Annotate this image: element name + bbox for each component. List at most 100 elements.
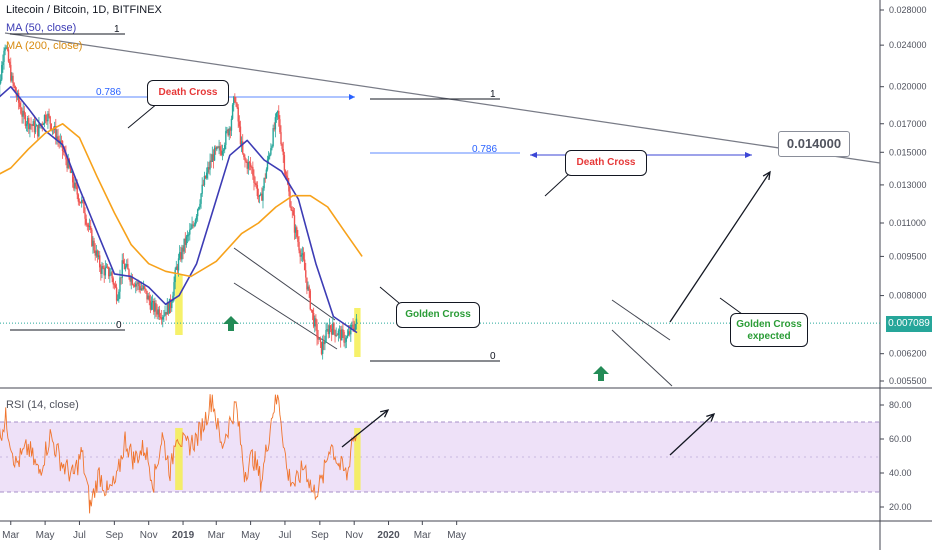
price-tick-label: 0.013000 [889, 180, 927, 190]
golden-cross-expected-callout: Golden Cross expected [730, 313, 808, 347]
price-tick-label: 0.011000 [889, 218, 926, 228]
candle-body [356, 319, 357, 324]
candle-body [342, 329, 343, 332]
candle-body [330, 325, 331, 328]
time-tick-label: Nov [345, 530, 363, 541]
candle-body [262, 188, 263, 200]
time-tick-label: Mar [2, 530, 20, 541]
candle-body [145, 289, 146, 291]
candle-body [325, 330, 326, 342]
time-tick-label: May [447, 530, 466, 541]
candle-body [93, 241, 94, 251]
fib-0786-label-2019: 0.786 [472, 144, 497, 155]
price-tick-label: 0.009500 [889, 251, 927, 261]
fib-1-label-2018: 1 [114, 24, 120, 35]
candle-body [1, 65, 2, 80]
candle-body [316, 324, 317, 338]
candle-body [236, 103, 237, 107]
candle-body [48, 114, 49, 117]
candle-body [9, 62, 10, 65]
candle-body [269, 155, 270, 157]
candle-body [278, 111, 279, 119]
candle-body [308, 287, 309, 291]
candle-body [20, 107, 21, 114]
candle-body [196, 216, 197, 219]
candle-body [245, 161, 246, 162]
highlight-box-rsi [175, 428, 183, 490]
candle-body [201, 185, 202, 194]
candle-body [3, 51, 4, 62]
price-tick-label: 0.020000 [889, 82, 927, 92]
candle-body [188, 235, 189, 236]
candle-body [111, 272, 112, 278]
fib-0-label-2019: 0 [490, 351, 496, 362]
candle-body [159, 309, 160, 317]
candle-body [296, 227, 297, 237]
candle-body [344, 342, 345, 343]
candle-body [283, 149, 284, 155]
candle-body [343, 332, 344, 343]
candle-body [12, 76, 13, 83]
candle-body [90, 226, 91, 230]
candle-body [243, 153, 244, 157]
candle-body [149, 296, 150, 301]
candle-body [249, 162, 250, 163]
candle-body [162, 317, 163, 320]
candle-body [324, 342, 325, 344]
candle-body [189, 230, 190, 235]
candle-body [284, 155, 285, 170]
candle-body [84, 213, 85, 219]
candle-body [234, 97, 235, 102]
candle-body [49, 116, 50, 123]
candle-body [113, 278, 114, 284]
candle-body [347, 335, 348, 338]
candle-body [238, 107, 239, 121]
candle-body [280, 132, 281, 144]
candle-body [298, 242, 299, 251]
candle-body [289, 192, 290, 207]
candle-body [225, 131, 226, 145]
candle-body [125, 266, 126, 269]
rsi-label: RSI (14, close) [6, 399, 79, 411]
candle-body [200, 194, 201, 204]
candle-body [257, 185, 258, 196]
candle-body [192, 224, 193, 225]
candle-body [281, 144, 282, 149]
candle-body [99, 255, 100, 267]
candle-body [171, 302, 172, 308]
candle-body [290, 207, 291, 211]
candle-body [194, 225, 195, 226]
candle-body [250, 163, 251, 167]
candle-body [199, 204, 200, 207]
candle-body [232, 105, 233, 119]
candle-body [222, 151, 223, 155]
candle-body [320, 338, 321, 341]
candle-body [117, 299, 118, 300]
candle-body [78, 195, 79, 202]
candle-body [2, 62, 3, 65]
rsi-tick-label: 60.00 [889, 434, 912, 444]
candle-body [244, 157, 245, 160]
candle-body [30, 124, 31, 125]
candle-body [155, 303, 156, 310]
candle-body [271, 146, 272, 148]
candle-body [119, 277, 120, 291]
fib-0-label-2018: 0 [116, 320, 122, 331]
candle-body [206, 173, 207, 179]
fib-1-label: 1 [490, 89, 496, 100]
time-tick-label: 2020 [377, 530, 400, 541]
candle-body [109, 275, 110, 276]
candle-body [239, 121, 240, 126]
candle-body [108, 267, 109, 276]
candle-body [116, 287, 117, 300]
candle-body [26, 124, 27, 126]
candle-body [220, 146, 221, 150]
candle-body [195, 220, 196, 226]
candle-body [304, 260, 305, 271]
death-cross-callout-1: Death Cross [147, 80, 229, 106]
candle-body [333, 323, 334, 330]
candle-body [305, 270, 306, 277]
highlight-box-price [175, 275, 183, 335]
